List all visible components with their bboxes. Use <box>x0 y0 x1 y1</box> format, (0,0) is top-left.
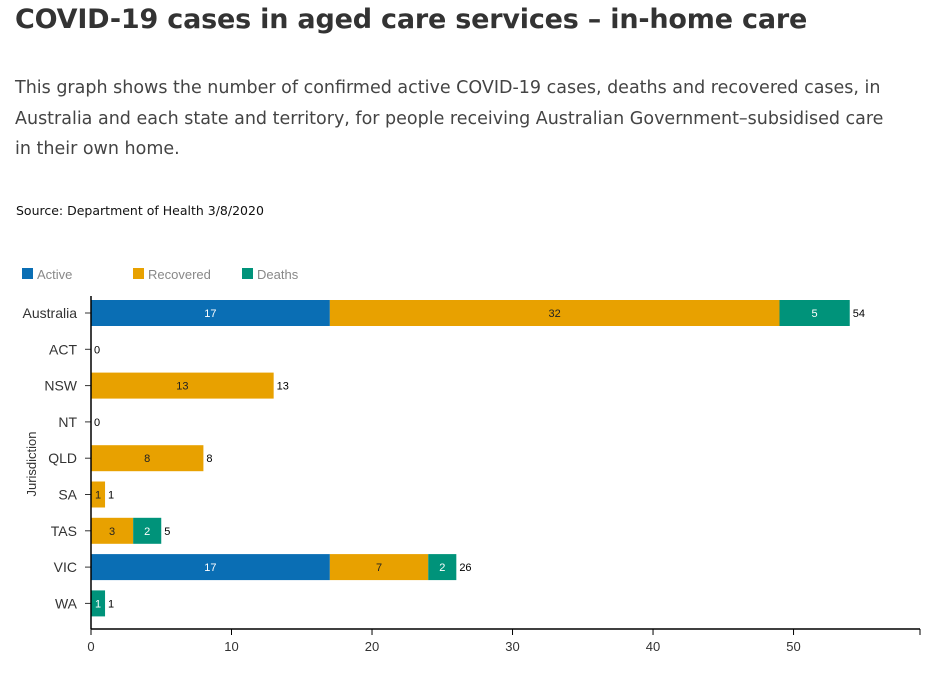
bar-vic-active <box>91 554 330 581</box>
bar-value-sa-recovered: 1 <box>95 490 101 502</box>
legend-label-deaths: Deaths <box>257 267 299 282</box>
bar-value-australia-active: 17 <box>204 308 216 320</box>
category-label-qld: QLD <box>48 450 77 466</box>
legend-swatch-recovered <box>133 268 144 279</box>
total-label-wa: 1 <box>108 598 114 610</box>
legend-swatch-deaths <box>242 268 253 279</box>
source-note: Source: Department of Health 3/8/2020 <box>16 203 264 218</box>
category-label-nsw: NSW <box>44 378 77 394</box>
x-tick-label-0: 0 <box>87 639 94 654</box>
total-label-australia: 54 <box>853 308 865 320</box>
bar-vic-deaths <box>428 554 457 581</box>
total-label-nt: 0 <box>94 417 100 429</box>
total-label-tas: 5 <box>164 526 170 538</box>
x-tick-label-50: 50 <box>786 639 800 654</box>
chart-description: This graph shows the number of confirmed… <box>15 78 884 159</box>
bar-vic-recovered <box>329 554 429 581</box>
bar-value-vic-deaths: 2 <box>439 562 445 574</box>
bar-australia-deaths <box>779 300 850 326</box>
bar-tas-recovered <box>91 517 134 544</box>
x-tick-label-30: 30 <box>505 639 519 654</box>
category-label-nt: NT <box>58 414 77 430</box>
bar-wa-deaths <box>91 590 106 617</box>
bar-australia-recovered <box>329 300 780 326</box>
total-label-sa: 1 <box>108 490 114 502</box>
bar-value-tas-recovered: 3 <box>109 526 115 538</box>
bar-value-vic-active: 17 <box>204 562 216 574</box>
category-label-vic: VIC <box>54 559 77 575</box>
bar-nsw-recovered <box>91 372 274 399</box>
bar-value-nsw-recovered: 13 <box>176 381 188 393</box>
bar-sa-recovered <box>91 481 106 508</box>
y-axis-title: Jurisdiction <box>24 431 39 496</box>
bar-value-australia-deaths: 5 <box>812 308 818 320</box>
category-label-wa: WA <box>55 595 78 611</box>
total-label-nsw: 13 <box>277 381 289 393</box>
category-label-australia: Australia <box>23 305 78 321</box>
bar-value-tas-deaths: 2 <box>144 526 150 538</box>
category-label-sa: SA <box>58 487 77 503</box>
bar-value-wa-deaths: 1 <box>95 598 101 610</box>
x-tick-label-40: 40 <box>646 639 660 654</box>
total-label-act: 0 <box>94 344 100 356</box>
legend-label-active: Active <box>37 267 72 282</box>
bar-tas-deaths <box>133 517 162 544</box>
bar-value-vic-recovered: 7 <box>376 562 382 574</box>
page-title: COVID-19 cases in aged care services – i… <box>15 4 808 35</box>
category-label-tas: TAS <box>51 523 77 539</box>
x-tick-label-20: 20 <box>365 639 379 654</box>
bar-value-australia-recovered: 32 <box>549 308 561 320</box>
bar-qld-recovered <box>91 445 204 472</box>
bar-value-qld-recovered: 8 <box>144 453 150 465</box>
legend-swatch-active <box>22 268 33 279</box>
x-tick-label-10: 10 <box>224 639 238 654</box>
category-label-act: ACT <box>49 341 77 357</box>
total-label-vic: 26 <box>459 562 471 574</box>
bar-australia-active <box>91 300 330 326</box>
total-label-qld: 8 <box>206 453 212 465</box>
legend-label-recovered: Recovered <box>148 267 211 282</box>
